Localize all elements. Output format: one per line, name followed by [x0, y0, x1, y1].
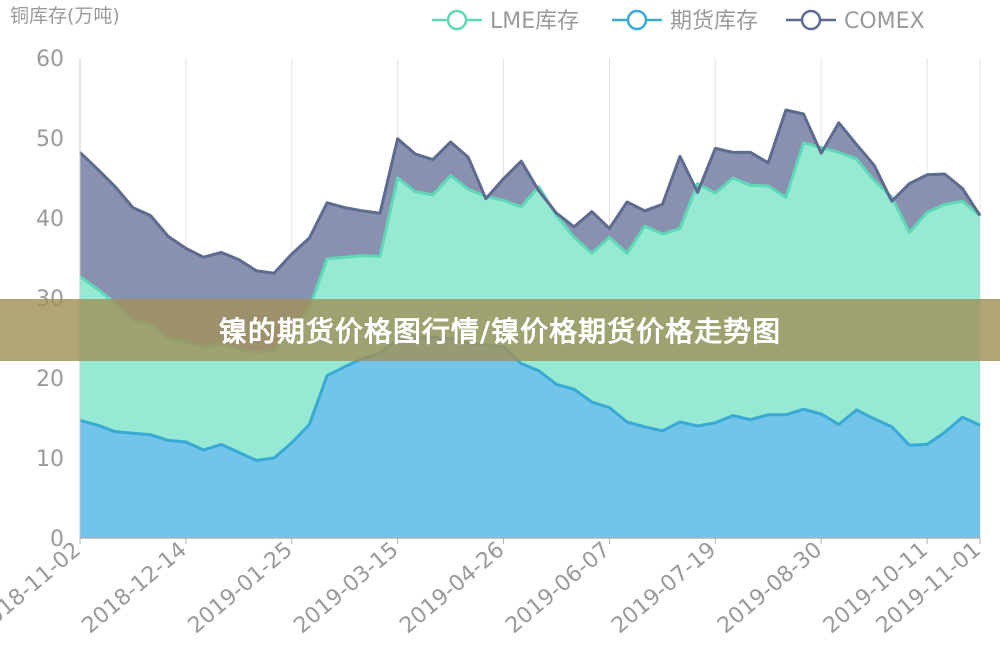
y-tick-label-1: 10: [36, 447, 64, 472]
y-axis-label: 铜库存(万吨): [10, 5, 120, 27]
title-banner: 镍的期货价格图行情/镍价格期货价格走势图: [0, 299, 1000, 361]
legend-label-3: COMEX: [844, 9, 925, 34]
y-tick-label-6: 60: [36, 47, 64, 72]
x-tick-label-5: 2019-06-07: [501, 537, 615, 638]
y-tick-label-0: 0: [50, 527, 64, 552]
legend-label-2: 期货库存: [670, 9, 758, 34]
legend-marker-1: [446, 9, 468, 31]
x-tick-label-7: 2019-08-30: [713, 537, 827, 638]
series-line-1: [79, 335, 981, 462]
y-tick-label-5: 50: [36, 127, 64, 152]
x-tick-label-1: 2018-12-14: [78, 537, 192, 638]
series-line-3: [78, 108, 982, 275]
y-tick-label-4: 40: [36, 207, 64, 232]
x-tick-label-3: 2019-03-15: [289, 537, 403, 638]
area-1: [80, 337, 980, 538]
x-tick-label-6: 2019-07-19: [607, 537, 721, 638]
legend-marker-2: [626, 9, 648, 31]
x-tick-label-0: 2018-11-02: [0, 537, 86, 638]
x-tick-label-2: 2019-01-25: [184, 537, 298, 638]
legend-marker-3: [800, 9, 822, 31]
area-3: [80, 110, 980, 353]
banner-title: 镍的期货价格图行情/镍价格期货价格走势图: [218, 315, 782, 348]
x-tick-label-4: 2019-04-26: [395, 537, 509, 638]
y-tick-label-2: 20: [36, 367, 64, 392]
legend-label-1: LME库存: [490, 9, 579, 34]
legend[interactable]: LME库存 期货库存 COMEX: [432, 9, 925, 34]
